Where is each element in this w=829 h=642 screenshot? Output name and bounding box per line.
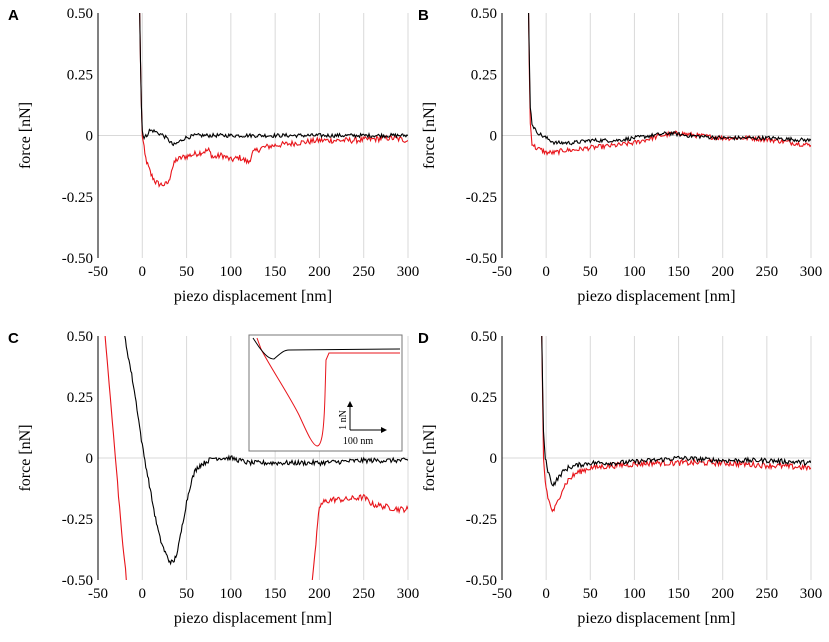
x-tick-label: 50 <box>583 586 598 602</box>
x-tick-label: 0 <box>542 586 550 602</box>
y-tick-label: 0 <box>490 129 498 145</box>
y-axis-label: force [nN] <box>421 424 438 491</box>
x-tick-label: 300 <box>397 264 420 280</box>
x-tick-label: 200 <box>308 264 331 280</box>
panel-C: 0.50 0.25 0 -0.25 -0.50-50 0 50 100 150 200 250 300… <box>8 329 419 627</box>
x-tick-label: 0 <box>139 586 147 602</box>
x-tick-label: 50 <box>179 586 194 602</box>
series-approach <box>139 13 408 147</box>
y-tick-label: -0.25 <box>62 190 93 206</box>
x-axis-label: piezo displacement [nm] <box>577 288 735 305</box>
x-tick-label: 300 <box>397 586 420 602</box>
x-tick-label: 0 <box>139 264 147 280</box>
y-tick-label: 0.50 <box>67 329 93 345</box>
y-tick-label: 0.25 <box>471 67 497 83</box>
x-tick-label: 150 <box>667 264 690 280</box>
y-tick-label: 0.50 <box>67 6 93 22</box>
panel-label: C <box>8 330 19 347</box>
x-tick-label: 100 <box>623 586 646 602</box>
series-retract <box>139 13 408 188</box>
x-tick-label: -50 <box>492 586 512 602</box>
panel-D: 0.50 0.25 0 -0.25 -0.50-50 0 50 100 150 200 250 300… <box>418 329 822 627</box>
x-tick-label: 150 <box>264 264 287 280</box>
series-approach <box>528 13 811 146</box>
scale-arrow-right-icon <box>381 427 387 433</box>
x-tick-label: 300 <box>800 586 823 602</box>
y-tick-label: 0.50 <box>471 329 497 345</box>
x-tick-label: 200 <box>711 264 734 280</box>
y-tick-label: 0 <box>490 451 498 467</box>
x-tick-label: -50 <box>88 264 108 280</box>
inset: 1 nN 100 nm <box>248 334 403 452</box>
x-tick-label: 250 <box>756 586 779 602</box>
x-tick-label: 150 <box>264 586 287 602</box>
y-tick-label: 0.50 <box>471 6 497 22</box>
y-tick-label: 0 <box>86 129 94 145</box>
y-axis-label: force [nN] <box>421 102 438 169</box>
y-tick-label: -0.50 <box>62 573 93 589</box>
y-tick-label: 0.25 <box>67 67 93 83</box>
x-tick-label: 200 <box>711 586 734 602</box>
x-axis-label: piezo displacement [nm] <box>174 288 332 305</box>
x-tick-label: -50 <box>88 586 108 602</box>
y-tick-label: -0.25 <box>466 190 497 206</box>
x-tick-label: -50 <box>492 264 512 280</box>
y-axis-label: force [nN] <box>17 424 34 491</box>
scale-y-label: 1 nN <box>338 410 349 430</box>
panel-label: D <box>418 330 429 347</box>
x-tick-label: 50 <box>179 264 194 280</box>
x-axis-label: piezo displacement [nm] <box>577 610 735 627</box>
x-tick-label: 0 <box>542 264 550 280</box>
series-retract <box>104 336 127 580</box>
y-tick-label: -0.50 <box>466 251 497 267</box>
x-tick-label: 50 <box>583 264 598 280</box>
y-tick-label: -0.50 <box>62 251 93 267</box>
x-tick-label: 250 <box>756 264 779 280</box>
x-tick-label: 100 <box>220 264 243 280</box>
y-tick-label: -0.25 <box>62 512 93 528</box>
panel-label: B <box>418 7 429 24</box>
inset-retract-curve <box>256 337 400 447</box>
x-axis-label: piezo displacement [nm] <box>174 610 332 627</box>
panel-B: 0.50 0.25 0 -0.25 -0.50-50 0 50 100 150 200 250 300… <box>418 6 822 305</box>
y-tick-label: 0.25 <box>471 390 497 406</box>
series-retract <box>311 493 408 580</box>
y-tick-label: 0.25 <box>67 390 93 406</box>
x-tick-label: 300 <box>800 264 823 280</box>
scale-arrow-up-icon <box>347 401 353 407</box>
panel-A: 0.50 0.25 0 -0.25 -0.50-50 0 50 100 150 200 250 300… <box>8 6 419 305</box>
series-retract <box>541 336 811 513</box>
x-tick-label: 250 <box>352 586 375 602</box>
series-approach <box>124 336 408 566</box>
y-tick-label: -0.50 <box>466 573 497 589</box>
scale-x-label: 100 nm <box>343 436 374 447</box>
y-tick-label: 0 <box>86 451 94 467</box>
series-approach <box>541 336 811 487</box>
x-tick-label: 250 <box>352 264 375 280</box>
x-tick-label: 150 <box>667 586 690 602</box>
inset-approach-curve <box>252 337 401 360</box>
x-tick-label: 100 <box>220 586 243 602</box>
x-tick-label: 200 <box>308 586 331 602</box>
y-axis-label: force [nN] <box>17 102 34 169</box>
y-tick-label: -0.25 <box>466 512 497 528</box>
x-tick-label: 100 <box>623 264 646 280</box>
panel-label: A <box>8 7 19 24</box>
